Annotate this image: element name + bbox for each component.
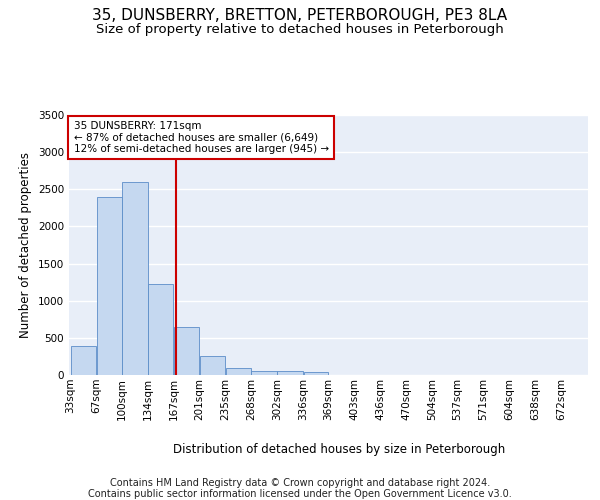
Y-axis label: Number of detached properties: Number of detached properties (19, 152, 32, 338)
Text: Distribution of detached houses by size in Peterborough: Distribution of detached houses by size … (173, 442, 505, 456)
Bar (71, 346, 96, 375)
Text: 35, DUNSBERRY, BRETTON, PETERBOROUGH, PE3 8LA: 35, DUNSBERRY, BRETTON, PETERBOROUGH, PE… (92, 8, 508, 22)
Bar (226, 368, 251, 375)
Text: Size of property relative to detached houses in Peterborough: Size of property relative to detached ho… (96, 22, 504, 36)
Text: Contains HM Land Registry data © Crown copyright and database right 2024.
Contai: Contains HM Land Registry data © Crown c… (88, 478, 512, 499)
Bar (304, 372, 328, 375)
Bar (251, 370, 277, 375)
Bar (97, 196, 122, 375)
Bar (200, 356, 225, 375)
Bar (277, 371, 303, 375)
Bar (174, 328, 199, 375)
Text: 35 DUNSBERRY: 171sqm
← 87% of detached houses are smaller (6,649)
12% of semi-de: 35 DUNSBERRY: 171sqm ← 87% of detached h… (74, 121, 329, 154)
Bar (148, 284, 173, 375)
Bar (122, 182, 148, 375)
